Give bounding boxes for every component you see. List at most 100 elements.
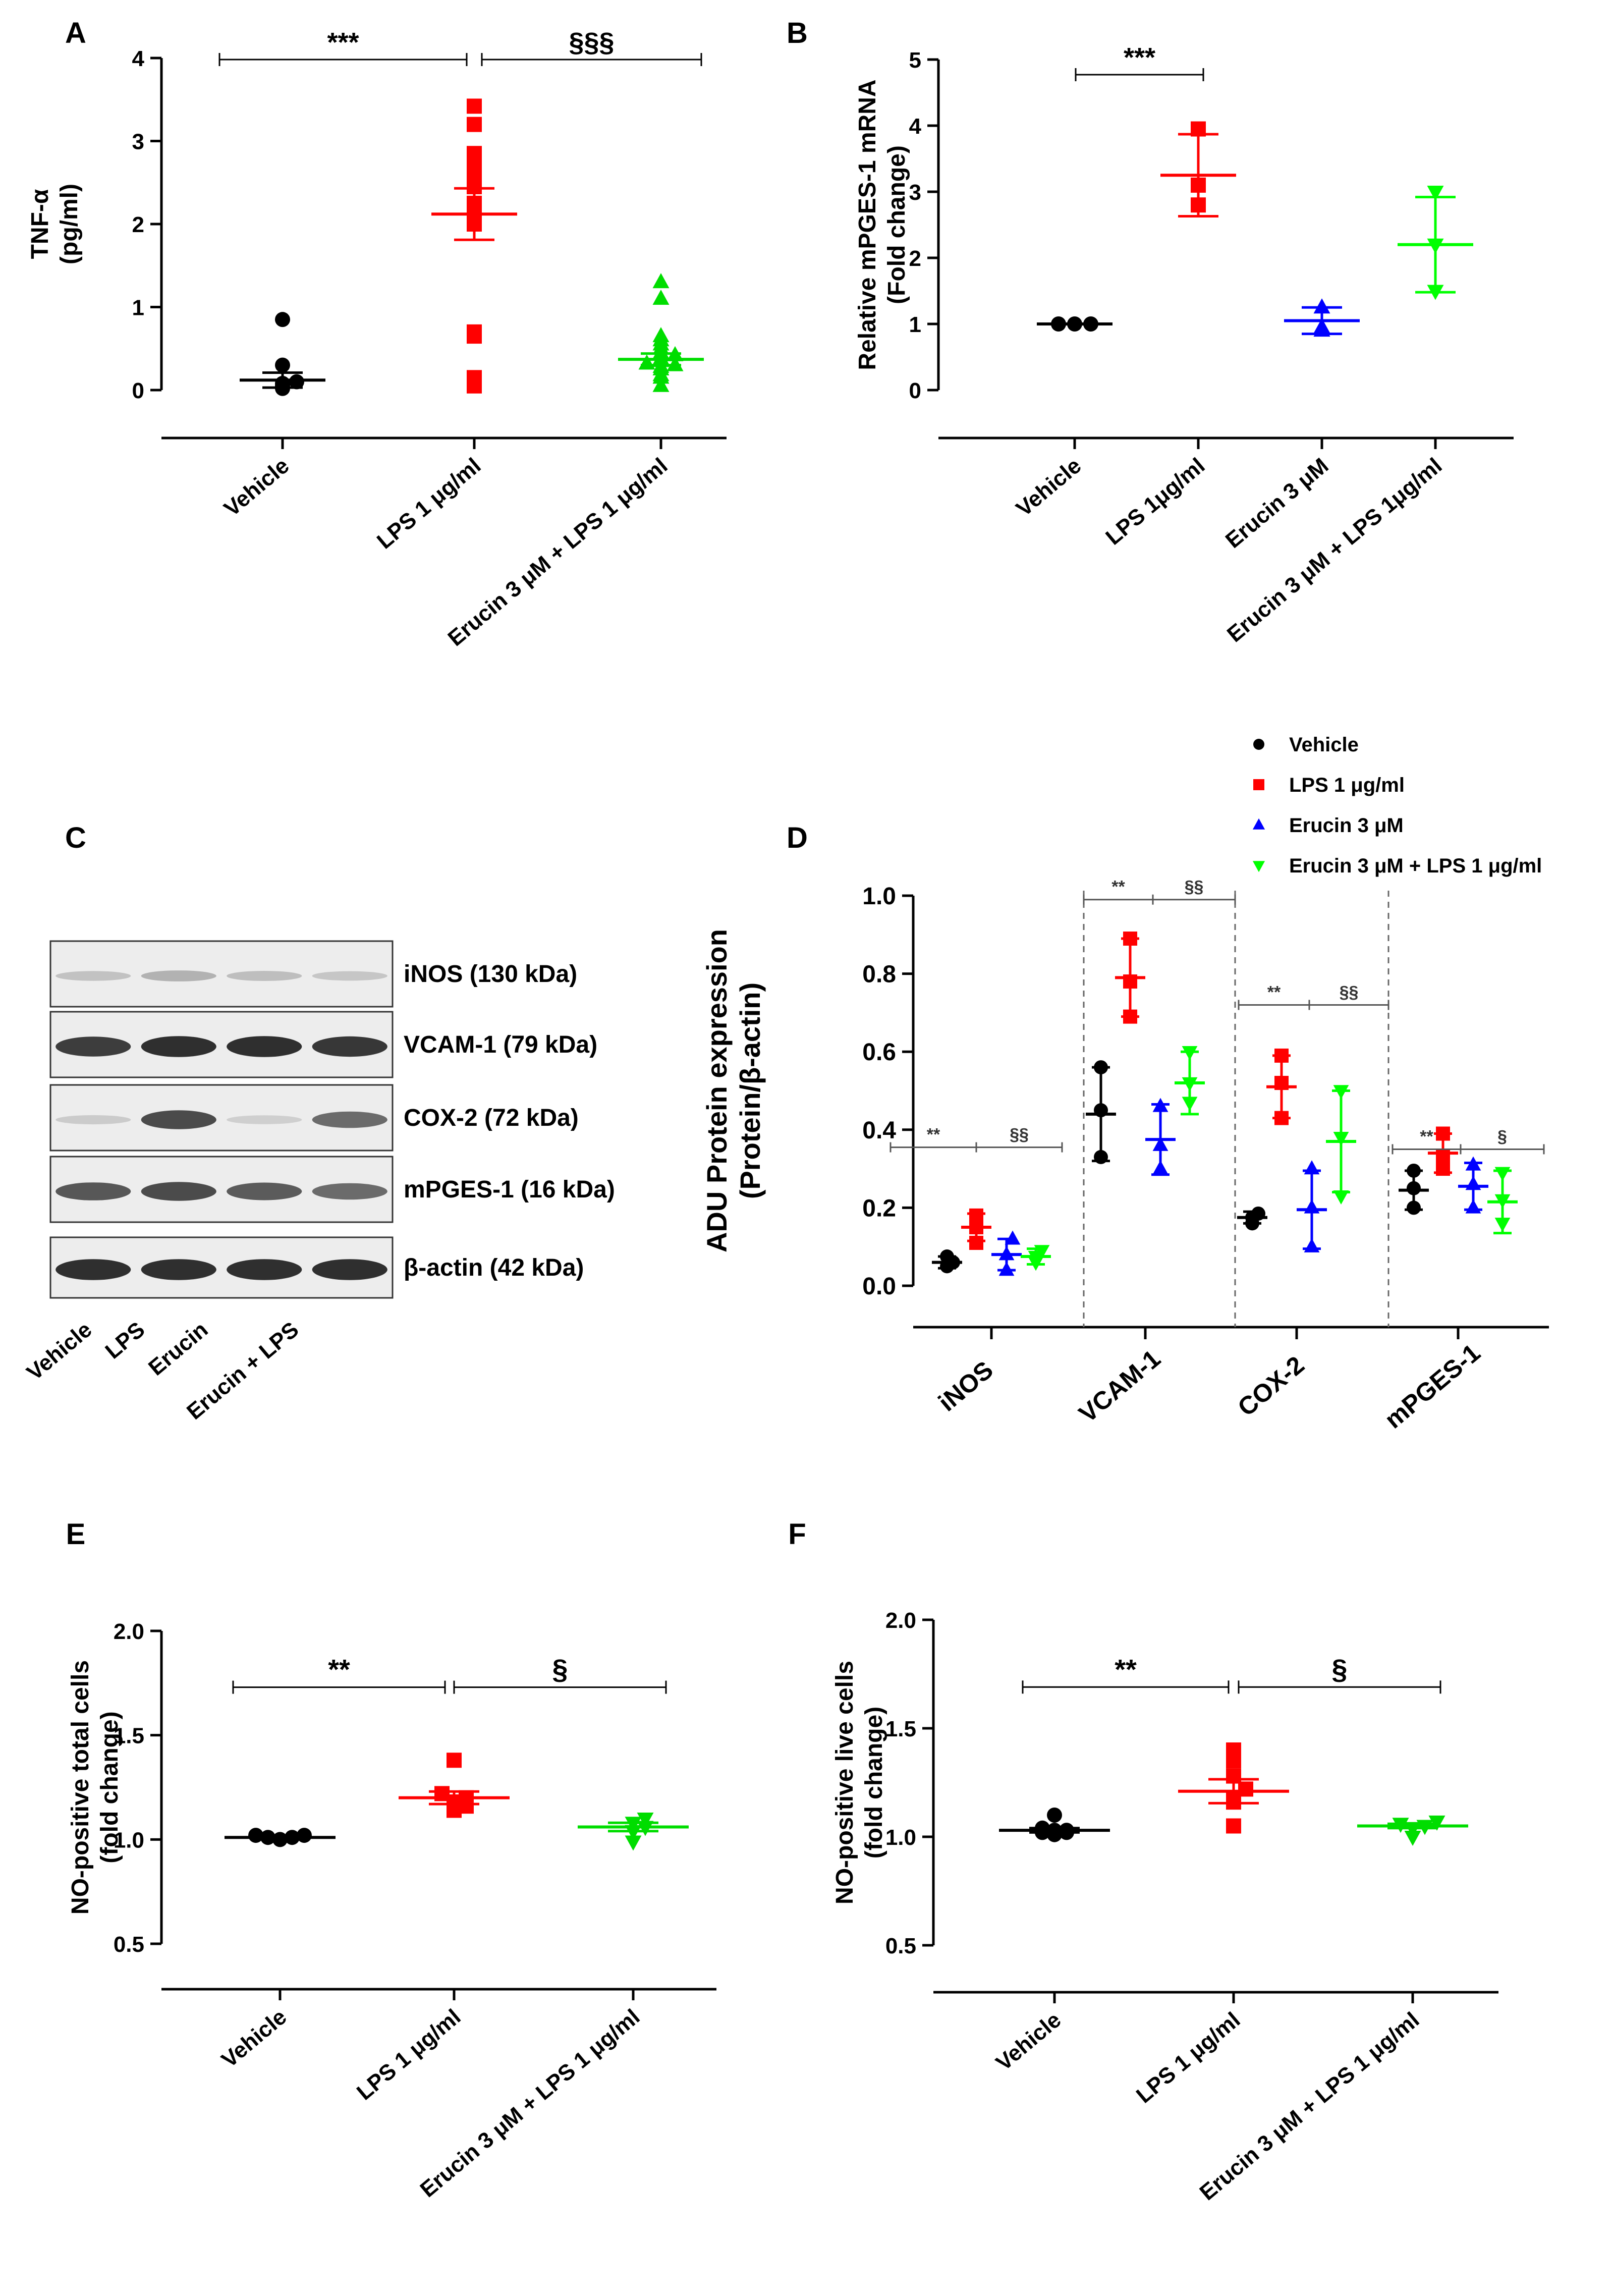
blot-row: iNOS (130 kDa)	[49, 940, 577, 1008]
y-axis-label: Relative mPGES-1 mRNA	[854, 79, 881, 370]
significance-bracket-label: ***	[327, 27, 359, 58]
blot-row: VCAM-1 (79 kDa)	[49, 1011, 597, 1078]
x-tick-label: LPS 1μg/ml	[1101, 453, 1209, 550]
y-tick-label: 0.2	[862, 1195, 896, 1222]
legend-label: Erucin 3 μM	[1289, 814, 1404, 837]
significance-label: **	[1267, 982, 1281, 1002]
panel-letter-b: B	[787, 17, 808, 49]
panel-letter-c: C	[65, 822, 86, 854]
blot-band	[312, 1111, 387, 1128]
significance-bracket-label: **	[328, 1654, 350, 1685]
y-tick-label: 0.4	[862, 1117, 896, 1144]
y-tick-label: 1	[909, 312, 921, 337]
legend-label: Erucin 3 μM + LPS 1 μg/ml	[1289, 855, 1542, 877]
y-axis-label: ADU Protein expression	[701, 929, 733, 1252]
panel-letter-f: F	[788, 1518, 806, 1551]
panel-letter-a: A	[65, 17, 86, 49]
panel-b: 0 1 2 3 4 5 Relative mPGES-1 mRNA (Fold change)…	[854, 42, 1514, 647]
legend-label: LPS 1 μg/ml	[1289, 774, 1405, 796]
x-tick-label: Vehicle	[991, 2007, 1066, 2075]
legend-marker	[1253, 739, 1264, 750]
legend-marker	[1253, 779, 1264, 790]
data-point	[1238, 1781, 1253, 1797]
y-axis-label: (fold change)	[861, 1707, 887, 1858]
y-tick-label: 0.5	[885, 1934, 916, 1958]
x-tick-label: Vehicle	[217, 2004, 292, 2072]
x-tick-label: Vehicle	[219, 453, 294, 521]
significance-bracket-label: §§§	[569, 27, 614, 58]
panel-d: 0.0 0.2 0.4 0.6 0.8 1.0 ADU Protein expression…	[701, 734, 1549, 1434]
x-tick-label: VCAM-1	[1074, 1344, 1166, 1428]
legend-label: Vehicle	[1289, 734, 1359, 756]
y-tick-label: 0	[132, 378, 144, 403]
y-tick-label: 5	[909, 48, 921, 73]
significance-label: §§	[1185, 878, 1204, 897]
y-tick-label: 1.0	[114, 1828, 144, 1852]
blot-band	[312, 971, 387, 981]
data-point	[1313, 298, 1330, 314]
blot-band	[227, 1182, 302, 1200]
data-point	[666, 356, 684, 371]
data-point	[1047, 1808, 1062, 1823]
data-point	[467, 117, 482, 132]
x-tick-label: Vehicle	[1012, 453, 1086, 521]
blot-band	[312, 1259, 387, 1280]
lane-label: Vehicle	[22, 1317, 97, 1385]
data-point	[652, 290, 670, 305]
y-tick-label: 3	[909, 180, 921, 205]
significance-bracket-label: §	[1331, 1653, 1347, 1685]
blot-band	[312, 1183, 387, 1200]
blot-band	[141, 970, 216, 981]
y-axis-label: (Protein/β-actin)	[734, 982, 766, 1199]
y-tick-label: 4	[132, 46, 145, 71]
x-tick-label: Erucin 3 μM + LPS 1μg/ml	[1222, 453, 1447, 647]
blot-row: β-actin (42 kDa)	[49, 1236, 584, 1299]
blot-band	[55, 971, 131, 981]
blot-band	[227, 971, 302, 981]
lane-label: LPS	[100, 1317, 149, 1364]
data-point	[637, 1813, 654, 1828]
data-point	[652, 273, 670, 289]
y-tick-label: 3	[132, 130, 144, 154]
y-tick-label: 0.0	[862, 1273, 896, 1300]
blot-band	[227, 1115, 302, 1124]
y-tick-label: 2	[132, 212, 144, 237]
data-point	[275, 357, 290, 373]
blot-band	[141, 1259, 216, 1280]
x-tick-label: Erucin 3 μM	[1221, 453, 1333, 553]
blot-row: COX-2 (72 kDa)	[49, 1084, 579, 1152]
y-axis-label: TNF-α	[27, 189, 53, 259]
data-point	[1226, 1818, 1241, 1834]
significance-bracket-label: **	[1115, 1653, 1137, 1685]
blot-band	[141, 1110, 216, 1129]
data-point	[447, 1753, 462, 1768]
data-point	[289, 374, 304, 390]
blot-label: COX-2 (72 kDa)	[404, 1105, 579, 1131]
y-tick-label: 0.6	[862, 1039, 896, 1066]
significance-bracket-label: ***	[1124, 42, 1155, 73]
data-point	[652, 376, 670, 392]
data-point	[467, 98, 482, 114]
panel-a: 0 1 2 3 4 TNF-α (pg/ml) Vehicle LPS 1 μg/mlEruci…	[27, 27, 727, 651]
significance-bracket-label: §	[552, 1654, 568, 1685]
y-tick-label: 0.8	[862, 961, 896, 988]
blot-band	[312, 1036, 387, 1057]
y-tick-label: 1.5	[885, 1717, 916, 1741]
panel-f: 0.5 1.0 1.5 2.0 NO-positive live cells (fold …	[831, 1608, 1498, 2205]
blot-label: β-actin (42 kDa)	[404, 1254, 584, 1281]
blot-band	[141, 1036, 216, 1057]
y-tick-label: 0	[909, 378, 921, 403]
significance-label: §§	[1340, 982, 1359, 1002]
lane-label: Erucin	[144, 1317, 212, 1381]
y-axis-label: (fold change)	[96, 1711, 123, 1863]
x-tick-label: mPGES-1	[1379, 1338, 1486, 1434]
significance-label: **	[1111, 878, 1125, 897]
significance-label: §§	[1010, 1125, 1029, 1144]
data-point	[1005, 1230, 1021, 1245]
y-tick-label: 2	[909, 246, 921, 271]
panel-e: 0.5 1.0 1.5 2.0 NO-positive total cells (fold…	[67, 1619, 716, 2202]
data-point	[1404, 1831, 1421, 1846]
y-tick-label: 2.0	[114, 1619, 144, 1644]
data-point	[652, 327, 670, 343]
